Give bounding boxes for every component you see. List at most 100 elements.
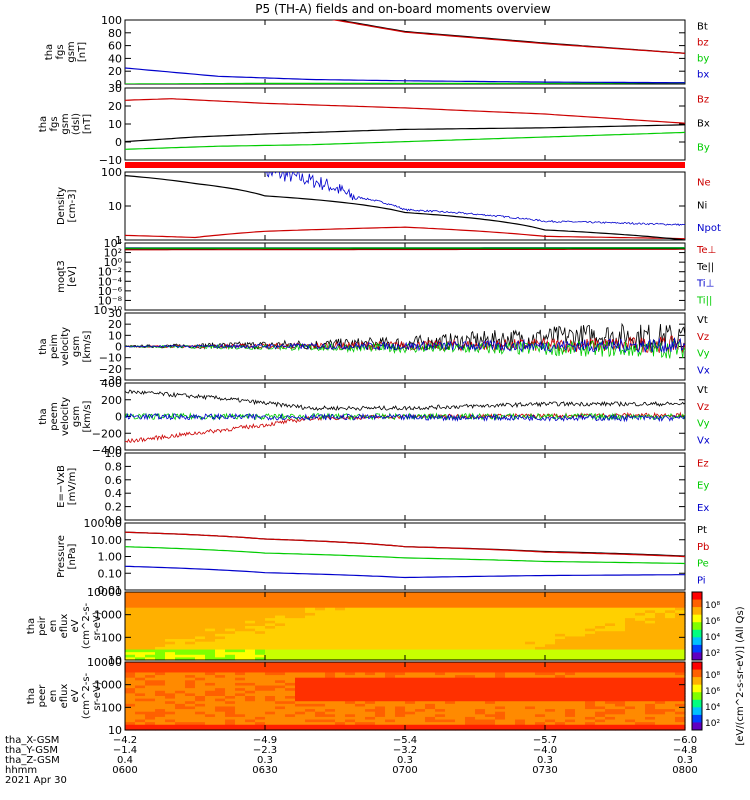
spectrogram-cell xyxy=(615,633,626,638)
spectrogram-cell xyxy=(285,592,296,596)
spectrogram-cell xyxy=(465,602,476,606)
spectrogram-cell xyxy=(445,633,456,638)
colorbar-segment xyxy=(692,644,702,653)
spectrogram-cell xyxy=(445,594,456,598)
spectrogram-cell xyxy=(615,722,626,726)
spectrogram-cell xyxy=(285,644,296,648)
spectrogram-cell xyxy=(645,618,656,622)
spectrogram-cell xyxy=(285,649,296,653)
spectrogram-cell xyxy=(635,675,646,679)
spectrogram-cell xyxy=(215,719,226,723)
spectrogram-cell xyxy=(555,602,566,606)
spectrogram-cell xyxy=(395,727,406,731)
spectrogram-cell xyxy=(475,724,486,728)
spectrogram-cell xyxy=(615,677,626,681)
spectrogram-cell xyxy=(235,716,246,721)
spectrogram-cell xyxy=(495,722,506,726)
spectrogram-cell xyxy=(365,639,376,643)
spectrogram-cell xyxy=(545,672,556,676)
y-tick-label: 0.6 xyxy=(105,474,123,487)
spectrogram-cell xyxy=(565,623,576,627)
spectrogram-cell xyxy=(665,657,676,661)
spectrogram-cell xyxy=(335,649,346,653)
spectrogram-cell xyxy=(595,664,606,668)
spectrogram-cell xyxy=(395,639,406,643)
spectrogram-cell xyxy=(375,607,386,611)
spectrogram-cell xyxy=(125,662,136,666)
legend-entry: Ex xyxy=(697,503,709,514)
spectrogram-cell xyxy=(235,605,246,609)
spectrogram-cell xyxy=(555,667,566,671)
spectrogram-cell xyxy=(355,594,366,598)
spectrogram-cell xyxy=(155,618,166,622)
spectrogram-cell xyxy=(345,633,356,638)
y-tick-label: 10⁻⁶ xyxy=(98,285,123,298)
spectrogram-cell xyxy=(205,727,216,731)
spectrogram-cell xyxy=(585,706,596,710)
spectrogram-cell xyxy=(315,727,326,731)
spectrogram-cell xyxy=(575,714,586,718)
legend-entry: Vz xyxy=(697,332,709,343)
spectrogram-cell xyxy=(575,618,586,622)
spectrogram-cell xyxy=(595,644,606,648)
spectrogram-cell xyxy=(255,706,266,710)
spectrogram-cell xyxy=(395,618,406,622)
spectrogram-cell xyxy=(315,592,326,596)
spectrogram-cell xyxy=(595,599,606,604)
spectrogram-cell xyxy=(315,636,326,640)
colorbar-tick-label: 10⁴ xyxy=(705,703,720,713)
spectrogram-cell xyxy=(555,672,566,676)
spectrogram-cell xyxy=(205,664,216,668)
spectrogram-cell xyxy=(515,706,526,710)
spectrogram-cell xyxy=(425,688,436,692)
spectrogram-cell xyxy=(135,693,146,697)
spectrogram-cell xyxy=(215,597,226,601)
colorbar-segment xyxy=(692,722,702,731)
spectrogram-cell xyxy=(445,724,456,728)
spectrogram-cell xyxy=(335,696,346,700)
spectrogram-cell xyxy=(635,701,646,705)
spectrogram-cell xyxy=(675,607,686,611)
spectrogram-cell xyxy=(245,664,256,668)
spectrogram-cell xyxy=(185,644,196,648)
spectrogram-cell xyxy=(605,662,616,666)
spectrogram-cell xyxy=(265,633,276,638)
spectrogram-cell xyxy=(255,602,266,606)
spectrogram-cell xyxy=(425,664,436,668)
y-axis-label: [km/s] xyxy=(82,400,93,432)
spectrogram-cell xyxy=(415,696,426,700)
spectrogram-cell xyxy=(455,727,466,731)
spectrogram-cell xyxy=(495,610,506,614)
spectrogram-cell xyxy=(585,602,596,606)
spectrogram-cell xyxy=(515,682,526,687)
spectrogram-cell xyxy=(305,649,316,653)
y-tick-label: 0.8 xyxy=(105,460,123,473)
spectrogram-cell xyxy=(185,662,196,666)
spectrogram-cell xyxy=(325,641,336,645)
spectrogram-cell xyxy=(515,722,526,726)
spectrogram-cell xyxy=(515,644,526,648)
spectrogram-cell xyxy=(195,607,206,611)
spectrogram-cell xyxy=(495,719,506,723)
spectrogram-cell xyxy=(305,620,316,624)
spectrogram-cell xyxy=(125,690,136,694)
spectrogram-cell xyxy=(565,633,576,638)
spectrogram-cell xyxy=(375,633,386,638)
spectrogram-cell xyxy=(505,610,516,614)
spectrogram-cell xyxy=(545,612,556,617)
spectrogram-cell xyxy=(445,615,456,619)
spectrogram-cell xyxy=(555,682,566,687)
spectrogram-cell xyxy=(475,675,486,679)
spectrogram-cell xyxy=(665,641,676,645)
spectrogram-cell xyxy=(335,685,346,689)
spectrogram-cell xyxy=(675,716,686,721)
spectrogram-cell xyxy=(545,610,556,614)
spectrogram-cell xyxy=(135,724,146,728)
spectrogram-cell xyxy=(275,724,286,728)
spectrogram-cell xyxy=(565,636,576,640)
spectrogram-cell xyxy=(315,644,326,648)
spectrogram-cell xyxy=(315,696,326,700)
spectrogram-cell xyxy=(205,703,216,708)
spectrogram-cell xyxy=(495,607,506,611)
